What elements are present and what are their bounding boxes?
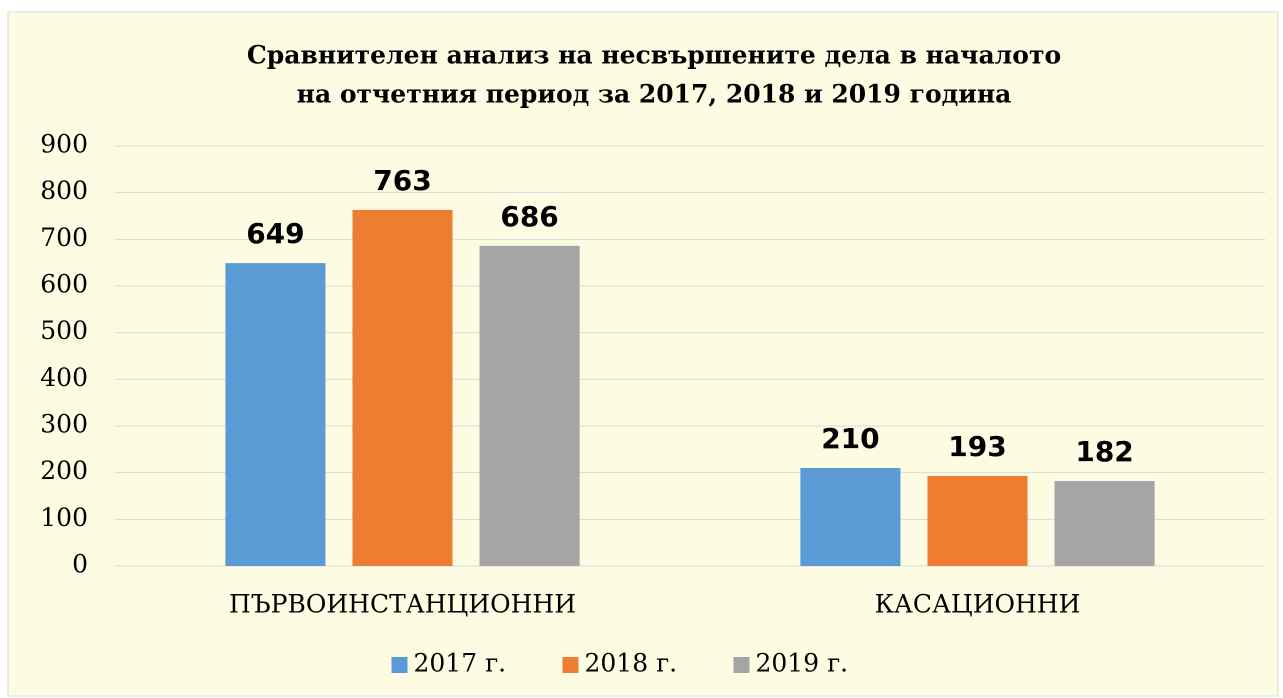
legend-swatch	[391, 657, 408, 673]
data-label: 649	[246, 217, 304, 250]
legend-label: 2017 г.	[414, 649, 507, 678]
chart-title: на отчетния период за 2017, 2018 и 2019 …	[297, 80, 1012, 109]
data-label: 193	[948, 430, 1006, 463]
legend-swatch	[733, 657, 750, 673]
y-tick-label: 300	[40, 410, 88, 439]
bar	[800, 468, 901, 566]
y-tick-label: 700	[40, 223, 88, 252]
y-tick-label: 800	[40, 176, 88, 205]
bar	[352, 209, 453, 566]
y-tick-label: 600	[40, 270, 88, 299]
y-tick-label: 500	[40, 316, 88, 345]
legend-label: 2019 г.	[756, 649, 849, 678]
legend-swatch	[562, 657, 579, 673]
y-tick-label: 900	[40, 130, 88, 159]
bar	[927, 475, 1028, 566]
legend-label: 2018 г.	[585, 649, 678, 678]
data-label: 182	[1075, 435, 1133, 468]
y-tick-label: 200	[40, 456, 88, 485]
data-label: 763	[373, 164, 431, 197]
bar	[1054, 481, 1155, 566]
y-tick-label: 0	[72, 550, 88, 579]
data-label: 210	[821, 422, 879, 455]
chart-background	[7, 11, 1279, 697]
bar	[479, 245, 580, 566]
x-tick-label: КАСАЦИОННИ	[875, 590, 1081, 619]
x-tick-label: ПЪРВОИНСТАНЦИОННИ	[229, 590, 576, 619]
y-tick-label: 400	[40, 363, 88, 392]
chart-title: Сравнителен анализ на несвършените дела …	[247, 41, 1061, 70]
y-tick-label: 100	[40, 503, 88, 532]
bar	[225, 263, 326, 566]
data-label: 686	[500, 200, 558, 233]
